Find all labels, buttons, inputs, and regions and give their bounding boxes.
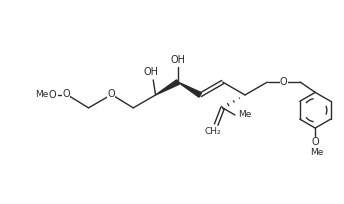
Text: O: O — [48, 90, 56, 100]
Polygon shape — [155, 80, 179, 95]
Text: O: O — [62, 90, 70, 100]
Polygon shape — [178, 82, 202, 97]
Text: Me: Me — [35, 90, 49, 100]
Text: O: O — [311, 137, 319, 147]
Text: OH: OH — [170, 54, 185, 64]
Text: Me: Me — [310, 148, 323, 157]
Text: CH₂: CH₂ — [204, 127, 221, 136]
Text: O: O — [280, 76, 288, 86]
Text: OH: OH — [143, 68, 158, 78]
Text: O: O — [107, 90, 115, 100]
Text: Me: Me — [239, 110, 252, 120]
